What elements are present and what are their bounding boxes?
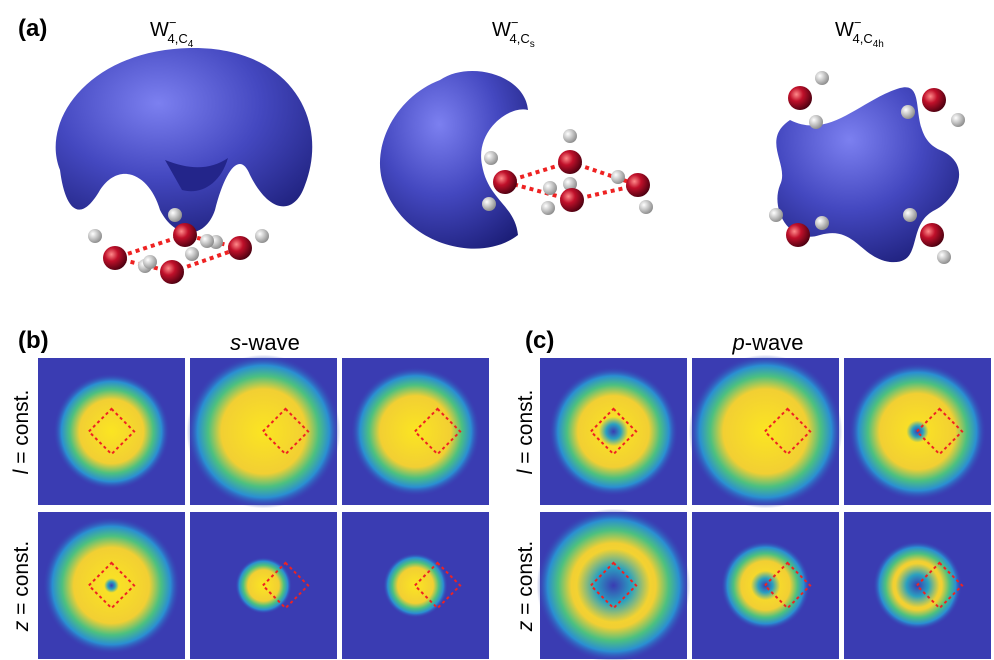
label-part: s [530,39,535,50]
hydrogen-atom [482,197,496,211]
oxygen-atom [493,170,517,194]
hydrogen-atom [809,115,823,129]
panel-title: s-wave [230,330,300,355]
hydrogen-atom [541,201,555,215]
density-node [104,578,119,593]
figure: (a) W−4,C4W−4,CsW−4,C4h (b) s-wave (c) p… [0,0,994,660]
hydrogen-atom [143,255,157,269]
panel-label: (b) [18,327,49,354]
label-part: 4h [873,39,884,50]
page: {"panel_a": {"label": "(a)", "molecules"… [0,0,994,660]
row-label-part: z [514,620,537,632]
molecule-label: W−4,C4 [150,15,194,50]
molecule-label: W−4,C4h [835,15,884,50]
hydrogen-atom [815,71,829,85]
label-part: W [150,19,169,41]
density-map [844,512,991,659]
oxygen-atom [103,246,127,270]
density-node [577,549,651,623]
molecule-label: W−4,Cs [492,15,535,50]
oxygen-atom [558,150,582,174]
row-label-part: = const. [514,390,537,470]
hydrogen-atom [543,181,557,195]
oxygen-atom [922,88,946,112]
hydrogen-atom [769,208,783,222]
row-label-part: = const. [10,390,33,470]
row-label: l = const. [514,390,537,475]
density-map [342,512,489,659]
oxygen-atom [560,188,584,212]
row-label-part: = const. [10,541,33,621]
density-blob [53,373,169,489]
oxygen-atom [626,173,650,197]
density-map [38,358,185,505]
hydrogen-atom [611,170,625,184]
hydrogen-atom [88,229,102,243]
row-label: l = const. [10,390,33,475]
hydrogen-atom [484,151,498,165]
isosurface [380,71,528,249]
title-part: -wave [745,330,804,355]
label-part: − [511,15,519,30]
label-part: 4,C [509,31,529,46]
row-label: z = const. [514,541,537,632]
density-map [689,355,843,509]
row-label: z = const. [10,541,33,632]
oxygen-atom [160,260,184,284]
title-part: s [230,330,241,355]
density-map [844,358,991,505]
hydrogen-atom [901,105,915,119]
label-part: W [492,19,511,41]
oxygen-atom [786,223,810,247]
hydrogen-atom [903,208,917,222]
label-part: W [835,19,854,41]
label-part: − [854,15,862,30]
panel-label: (c) [525,327,554,354]
density-map [692,512,839,659]
label-part: 4,C [167,31,187,46]
oxygen-atom [228,236,252,260]
hydrogen-atom [951,113,965,127]
density-map [187,355,341,509]
density-map [38,512,185,659]
density-map [537,509,691,660]
row-label-part: z [10,620,33,632]
label-part: − [169,15,177,30]
density-node [599,417,628,446]
row-label-part: = const. [514,541,537,621]
oxygen-atom [788,86,812,110]
hydrogen-atom [937,250,951,264]
isosurface [56,48,313,233]
title-part: -wave [241,330,300,355]
hydrogen-atom [639,200,653,214]
title-part: p [732,330,745,355]
hydrogen-atom [200,234,214,248]
hydrogen-atom [185,247,199,261]
panel-label: (a) [18,15,47,42]
density-map [540,358,687,505]
hydrogen-atom [255,229,269,243]
panel-title: p-wave [732,330,804,355]
hydrogen-atom [815,216,829,230]
hydrogen-atom [168,208,182,222]
density-map [342,358,489,505]
oxygen-atom [920,223,944,247]
oxygen-atom [173,223,197,247]
label-part: 4,C [852,31,872,46]
density-map [190,512,337,659]
hydrogen-atom [563,129,577,143]
